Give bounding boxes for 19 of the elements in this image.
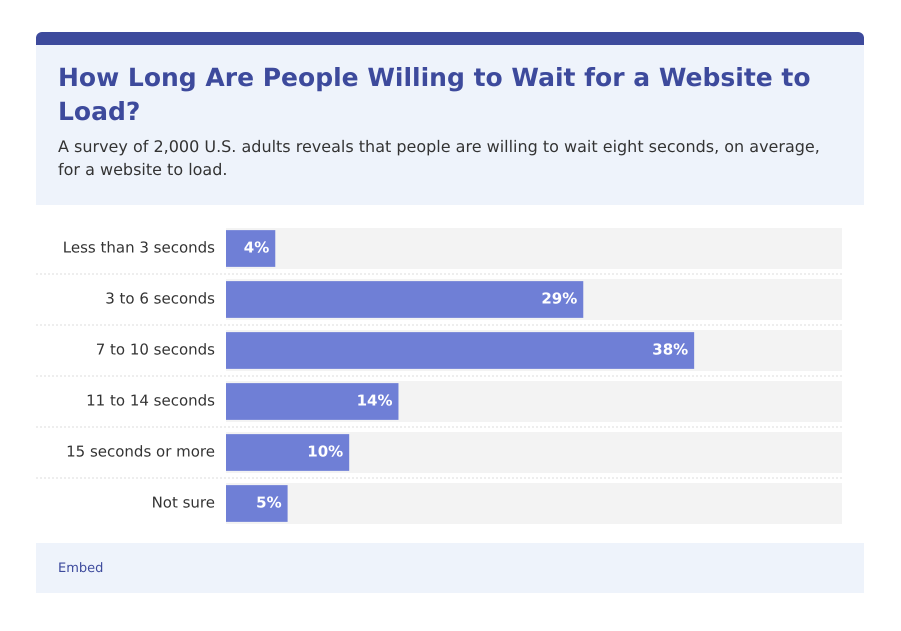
data-label: 4% xyxy=(244,238,270,256)
bar xyxy=(226,230,276,267)
data-label: 38% xyxy=(652,340,688,358)
data-label: 10% xyxy=(307,442,344,460)
y-tick-label: 3 to 6 seconds xyxy=(105,289,216,308)
text: Embed xyxy=(58,560,104,576)
bar xyxy=(226,434,350,471)
y-tick-label: 15 seconds or more xyxy=(66,442,215,460)
y-tick-label: 7 to 10 seconds xyxy=(96,340,216,358)
chart-subtitle: A survey of 2,000 U.S. adults reveals that people are willing to wait eight seconds, on average, for a website to load. xyxy=(58,136,821,181)
y-tick-label: Less than 3 seconds xyxy=(62,238,216,256)
bar xyxy=(226,485,288,522)
data-label: 14% xyxy=(356,391,392,410)
bar xyxy=(226,383,398,420)
y-tick-label: Not sure xyxy=(152,493,215,512)
data-label: 29% xyxy=(541,289,578,308)
chart-title: How Long Are People Willing to Wait for a Website to Load? xyxy=(58,62,812,128)
data-label: 5% xyxy=(256,493,282,512)
y-tick-label: 11 to 14 seconds xyxy=(86,391,216,410)
